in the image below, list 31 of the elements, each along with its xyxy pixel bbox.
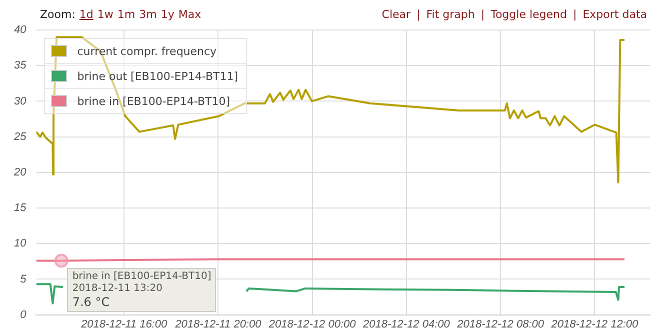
y-tick-label: 0 <box>20 308 28 321</box>
x-tick-label: 2018-12-12 08:00 <box>456 318 545 330</box>
y-tick-label: 10 <box>14 238 28 250</box>
x-tick-label: 2018-12-12 00:00 <box>268 318 357 330</box>
text: Zoom: <box>40 8 76 21</box>
text: 1m <box>117 8 136 21</box>
y-tick-label: 30 <box>14 95 28 108</box>
y-tick-label: 40 <box>14 24 28 36</box>
y-tick-label: 15 <box>14 202 28 214</box>
y-tick-label: 20 <box>12 166 28 178</box>
legend-label: brine in [EB100-EP14-BT10] <box>77 94 232 108</box>
text: Max <box>178 8 202 21</box>
text: Toggle legend <box>490 8 567 21</box>
annotation: brine in [EB100-EP14-BT10] 2018-12-11 13:20 7.6 °C <box>72 270 212 309</box>
text: Clear <box>382 8 411 21</box>
text: | <box>573 8 577 21</box>
x-tick-label: 2018-12-11 16:00 <box>80 318 168 330</box>
x-tick-label: 2018-12-12 04:00 <box>362 318 451 330</box>
text: 3m <box>139 8 157 21</box>
text: Fit graph <box>426 8 475 21</box>
text: | <box>480 8 485 21</box>
x-tick-label: 2018-12-11 20:00 <box>174 318 262 330</box>
y-tick-label: 5 <box>20 273 28 286</box>
text: 1y <box>160 8 174 21</box>
text: 1d <box>79 8 94 21</box>
text: 1w <box>97 8 114 21</box>
text: Export data <box>582 8 647 21</box>
x-tick-label: 2018-12-12 12:00 <box>550 318 640 330</box>
text: | <box>416 8 420 21</box>
y-tick-label: 25 <box>12 130 28 143</box>
y-tick-label: 35 <box>14 60 28 72</box>
